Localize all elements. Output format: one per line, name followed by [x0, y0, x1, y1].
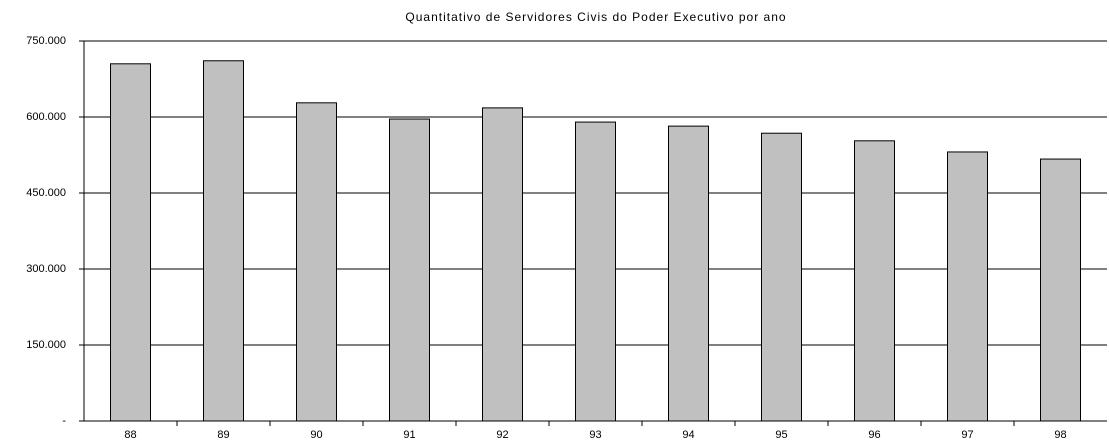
bar	[482, 107, 523, 422]
y-tick-label: 450.000	[26, 187, 66, 199]
y-tick-label: -	[62, 415, 66, 427]
y-tick-label: 300.000	[26, 263, 66, 275]
bar	[389, 118, 430, 422]
y-tick-label: 600.000	[26, 111, 66, 123]
bar	[575, 121, 616, 422]
x-tick-label: 97	[961, 429, 973, 441]
bar	[947, 151, 988, 422]
x-tick-label: 89	[217, 429, 229, 441]
x-tick-label: 91	[403, 429, 415, 441]
bar	[203, 60, 244, 422]
y-tick-label: 150.000	[26, 339, 66, 351]
x-tick-label: 98	[1054, 429, 1066, 441]
x-tick-label: 90	[310, 429, 322, 441]
bar	[296, 102, 337, 422]
y-tick-label: 750.000	[26, 35, 66, 47]
bar	[761, 132, 802, 422]
x-tick-label: 95	[775, 429, 787, 441]
bar	[110, 63, 151, 422]
x-tick-label: 96	[868, 429, 880, 441]
x-tick-label: 92	[496, 429, 508, 441]
x-tick-label: 93	[589, 429, 601, 441]
bar	[1040, 158, 1081, 422]
x-tick-label: 94	[682, 429, 694, 441]
bar	[668, 125, 709, 422]
bar	[854, 140, 895, 422]
chart-title: Quantitativo de Servidores Civis do Pode…	[405, 10, 786, 24]
x-tick-label: 88	[124, 429, 136, 441]
